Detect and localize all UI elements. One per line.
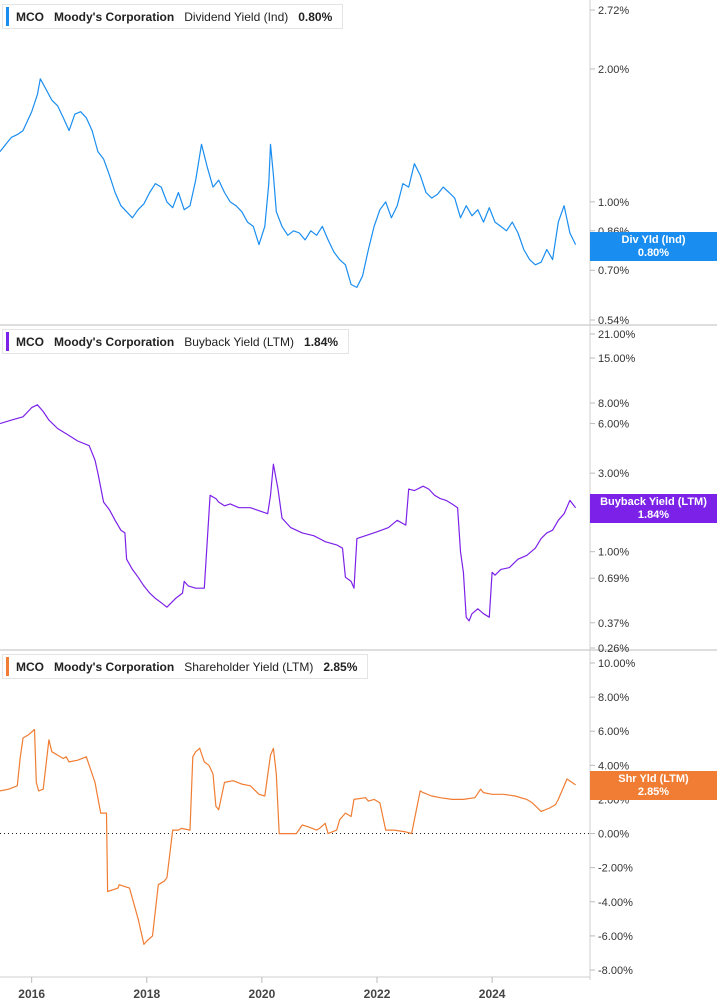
legend-company: Moody's Corporation — [54, 659, 175, 674]
y-tick-label: 0.37% — [598, 618, 629, 630]
y-tick-label: 0.70% — [598, 265, 629, 277]
y-tick-label: 21.00% — [598, 329, 636, 341]
y-tick-label: 4.00% — [598, 760, 629, 772]
y-tick-label: 0.26% — [598, 643, 629, 655]
y-tick-label: 8.00% — [598, 692, 629, 704]
legend-metric: Buyback Yield (LTM) — [184, 334, 295, 349]
x-tick-label: 2022 — [364, 987, 391, 1001]
gridlines — [0, 324, 717, 835]
y-tick-label: 6.00% — [598, 726, 629, 738]
series-line — [0, 78, 577, 288]
legend-shareholder-yield[interactable]: MCO Moody's Corporation Shareholder Yiel… — [2, 654, 369, 679]
value-tag-shareholder-yield: Shr Yld (LTM) 2.85% — [590, 771, 717, 800]
legend-value: 2.85% — [323, 659, 358, 674]
legend-swatch — [6, 7, 9, 26]
y-tick-label: 2.72% — [598, 5, 629, 17]
legend-buyback-yield[interactable]: MCO Moody's Corporation Buyback Yield (L… — [2, 329, 350, 354]
legend-swatch — [6, 657, 9, 676]
tag-label: Buyback Yield (LTM) — [600, 496, 707, 508]
y-tick-label: 15.00% — [598, 353, 636, 365]
y-tick-label: -2.00% — [598, 863, 633, 875]
series-line — [0, 404, 577, 622]
y-tick-label: 0.54% — [598, 315, 629, 327]
legend-ticker: MCO — [16, 334, 44, 349]
legend-metric: Shareholder Yield (LTM) — [184, 659, 314, 674]
y-tick-label: -8.00% — [598, 965, 633, 977]
y-tick-label: 10.00% — [598, 658, 636, 670]
legend-ticker: MCO — [16, 9, 44, 24]
legend-value: 0.80% — [298, 9, 333, 24]
legend-metric: Dividend Yield (Ind) — [184, 9, 289, 24]
y-tick-label: 0.00% — [598, 829, 629, 841]
x-tick-label: 2016 — [18, 987, 45, 1001]
y-tick-label: 1.00% — [598, 197, 629, 209]
legend-company: Moody's Corporation — [54, 9, 175, 24]
tag-value: 0.80% — [637, 247, 670, 259]
y-tick-label: 1.00% — [598, 547, 629, 559]
legend-value: 1.84% — [304, 334, 339, 349]
series-line — [0, 728, 576, 945]
y-tick-label: 2.00% — [598, 64, 629, 76]
tag-label: Div Yld (Ind) — [621, 234, 686, 246]
y-tick-label: 8.00% — [598, 398, 629, 410]
x-tick-label: 2020 — [249, 987, 276, 1001]
legend-company: Moody's Corporation — [54, 334, 175, 349]
y-tick-label: 3.00% — [598, 468, 629, 480]
tag-label: Shr Yld (LTM) — [618, 773, 689, 785]
x-axis: 2016 2018 2020 2022 2024 — [0, 976, 590, 1001]
plot-area — [0, 78, 577, 945]
value-tag-buyback-yield: Buyback Yield (LTM) 1.84% — [590, 494, 717, 523]
value-tag-dividend-yield: Div Yld (Ind) 0.80% — [590, 232, 717, 261]
x-tick-label: 2024 — [479, 987, 506, 1001]
y-axes: 2.72%2.00%1.00%0.86%0.70%0.54%21.00%15.0… — [589, 0, 636, 980]
tag-value: 1.84% — [637, 509, 670, 521]
y-tick-label: -6.00% — [598, 931, 633, 943]
x-tick-label: 2018 — [133, 987, 160, 1001]
tag-value: 2.85% — [637, 786, 670, 798]
legend-swatch — [6, 332, 9, 351]
y-tick-label: -4.00% — [598, 897, 633, 909]
y-tick-label: 0.69% — [598, 573, 629, 585]
legend-dividend-yield[interactable]: MCO Moody's Corporation Dividend Yield (… — [2, 4, 344, 29]
legend-ticker: MCO — [16, 659, 44, 674]
y-tick-label: 6.00% — [598, 419, 629, 431]
